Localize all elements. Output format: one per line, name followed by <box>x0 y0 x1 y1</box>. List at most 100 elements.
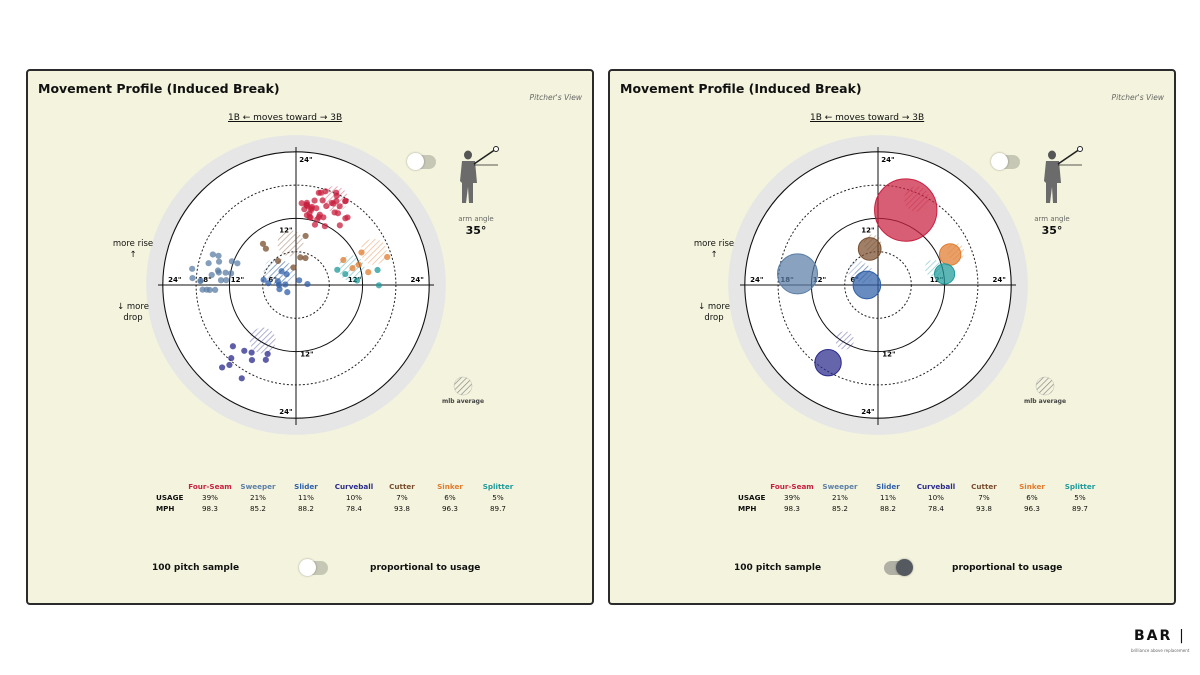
mph-value: 85.2 <box>831 504 848 513</box>
mph-value: 89.7 <box>1071 504 1088 513</box>
arm-angle-label: arm angle <box>1034 215 1070 223</box>
ring-label-24-left: 24" <box>168 276 181 284</box>
pitch-point-cutter <box>290 264 297 271</box>
proportional-mode-label[interactable]: proportional to usage <box>370 563 481 573</box>
pitch-point-sweeper <box>209 251 216 258</box>
direction-label: 1B ← moves toward → 3B <box>810 113 925 123</box>
pitch-point-four-seam <box>336 222 343 229</box>
legend-four-seam[interactable]: Four-Seam <box>770 482 814 491</box>
mlb-average-sinker <box>360 238 387 265</box>
pitch-point-sweeper <box>189 275 196 282</box>
pitch-point-sweeper <box>197 277 204 285</box>
pitch-average-splitter <box>934 263 956 285</box>
view-label: Pitcher's View <box>1111 93 1164 102</box>
legend-slider[interactable]: Slider <box>876 482 900 491</box>
movement-plot-proportional: 24"12"12"24"24"18"12"6"12"24" <box>728 135 1028 435</box>
legend-splitter[interactable]: Splitter <box>1064 482 1096 491</box>
pitch-point-cutter <box>297 254 304 261</box>
mlb-average-label: mlb average <box>1023 398 1067 405</box>
usage-value: 6% <box>444 493 456 502</box>
legend-cutter[interactable]: Cutter <box>389 482 415 491</box>
pitch-point-slider <box>283 271 290 278</box>
usage-value: 21% <box>250 493 266 502</box>
mph-value: 88.2 <box>297 504 314 513</box>
sample-mode-label[interactable]: 100 pitch sample <box>734 563 822 573</box>
pitch-point-slider <box>304 280 311 288</box>
mph-value: 93.8 <box>975 504 992 513</box>
pitch-point-curveball <box>264 350 271 358</box>
pitch-point-four-seam <box>307 214 314 221</box>
pitch-point-four-seam <box>311 197 318 204</box>
pitch-point-curveball <box>218 364 226 371</box>
pitch-point-slider <box>265 280 272 287</box>
mph-row-label: MPH <box>738 504 757 513</box>
sample-mode-label[interactable]: 100 pitch sample <box>152 563 240 573</box>
mph-value: 78.4 <box>345 504 362 513</box>
legend-curveball[interactable]: Curveball <box>916 482 956 491</box>
legend-slider[interactable]: Slider <box>294 482 318 491</box>
pitch-point-cutter <box>302 232 309 240</box>
mlb-average-curveball <box>835 331 854 350</box>
pitch-point-four-seam <box>336 203 343 210</box>
pitch-point-curveball <box>248 357 256 364</box>
usage-value: 7% <box>978 493 990 502</box>
legend-sweeper[interactable]: Sweeper <box>240 482 276 491</box>
pitch-point-curveball <box>262 356 269 363</box>
pitch-point-cutter <box>274 257 282 265</box>
more-rise-label: more rise ↑ <box>693 239 735 260</box>
direction-label: 1B ← moves toward → 3B <box>228 113 343 123</box>
pitch-point-four-seam <box>323 202 330 210</box>
pitch-point-four-seam <box>317 189 324 196</box>
legend-sinker[interactable]: Sinker <box>437 482 463 491</box>
legend-cutter[interactable]: Cutter <box>971 482 997 491</box>
view-label: Pitcher's View <box>529 93 582 102</box>
pitch-average-sinker <box>938 243 962 266</box>
ring-label-18-left: 18" <box>198 276 211 284</box>
pitcher-silhouette-icon <box>1044 146 1083 203</box>
pitch-point-four-seam <box>313 205 320 212</box>
pitch-point-sweeper <box>205 260 212 267</box>
pitch-point-sweeper <box>217 277 225 284</box>
pitch-point-four-seam <box>334 210 342 217</box>
top-toggle[interactable] <box>991 153 1020 170</box>
mph-value: 89.7 <box>489 504 506 513</box>
pitch-point-cutter <box>302 254 309 262</box>
more-rise-label: more rise ↑ <box>112 239 154 260</box>
mph-value: 88.2 <box>879 504 896 513</box>
proportional-mode-label[interactable]: proportional to usage <box>952 563 1063 573</box>
mlb-average-cutter <box>277 230 304 257</box>
pitch-average-four-seam <box>874 178 938 242</box>
pitch-point-slider <box>278 268 285 275</box>
mlb-average-icon <box>1035 376 1055 396</box>
pitch-point-curveball <box>241 347 248 354</box>
pitch-point-four-seam <box>298 200 305 207</box>
usage-value: 39% <box>784 493 800 502</box>
display-mode-toggle[interactable] <box>299 559 328 576</box>
pitch-point-slider <box>282 281 289 288</box>
ring-label-12-left: 12" <box>231 276 244 284</box>
legend-four-seam[interactable]: Four-Seam <box>188 482 232 491</box>
legend-sweeper[interactable]: Sweeper <box>822 482 858 491</box>
mlb-average-label: mlb average <box>441 398 485 405</box>
legend-sinker[interactable]: Sinker <box>1019 482 1045 491</box>
pitch-point-sinker <box>340 256 347 264</box>
mph-value: 98.3 <box>783 504 800 513</box>
pitch-point-splitter <box>375 282 383 289</box>
legend-curveball[interactable]: Curveball <box>334 482 374 491</box>
mlb-average-icon <box>453 376 473 396</box>
usage-value: 10% <box>346 493 362 502</box>
pitch-point-four-seam <box>320 214 327 221</box>
display-mode-toggle[interactable] <box>884 559 913 576</box>
pitch-point-sinker <box>358 249 365 256</box>
pitcher-silhouette-icon <box>460 146 499 203</box>
pitch-point-sweeper <box>206 286 213 294</box>
movement-panel-proportional: 24"12"12"24"24"18"12"6"12"24" Movement P… <box>608 69 1176 605</box>
bar-logo: BAR | <box>1134 628 1186 644</box>
ring-label-12-top: 12" <box>279 226 292 234</box>
pitch-point-four-seam <box>304 202 311 210</box>
legend-splitter[interactable]: Splitter <box>482 482 514 491</box>
movement-panel-sample: 24"12"12"24"24"18"12"6"12"24" Movement P… <box>26 69 594 605</box>
pitch-point-splitter <box>334 266 341 273</box>
top-toggle[interactable] <box>407 153 436 170</box>
usage-value: 6% <box>1026 493 1038 502</box>
